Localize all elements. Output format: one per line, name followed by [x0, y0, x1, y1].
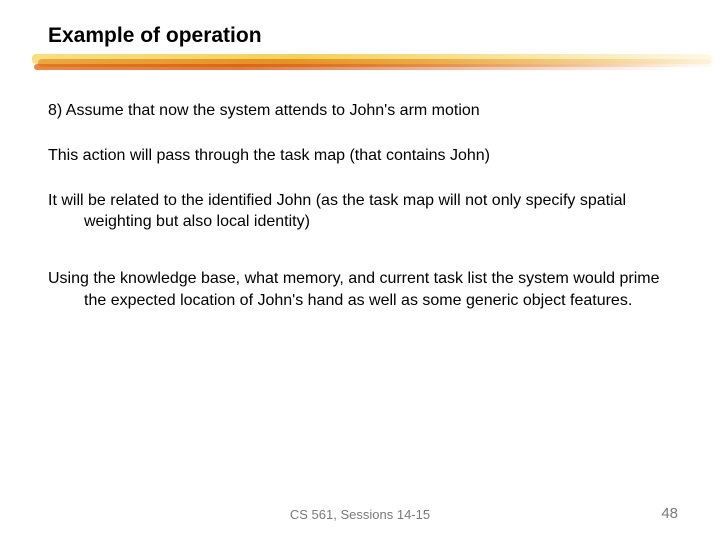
slide-body: 8) Assume that now the system attends to… — [48, 100, 672, 311]
footer-center-text: CS 561, Sessions 14-15 — [290, 507, 430, 522]
slide-title: Example of operation — [48, 24, 672, 48]
slide-footer: CS 561, Sessions 14-15 48 — [0, 507, 720, 522]
paragraph-3: It will be related to the identified Joh… — [48, 190, 672, 232]
paragraph-2: This action will pass through the task m… — [48, 145, 672, 166]
brush-stroke-icon — [34, 64, 712, 70]
paragraph-4: Using the knowledge base, what memory, a… — [48, 268, 672, 310]
slide-container: Example of operation 8) Assume that now … — [0, 0, 720, 540]
title-underline-decoration — [32, 54, 712, 72]
page-number: 48 — [661, 505, 678, 522]
paragraph-1: 8) Assume that now the system attends to… — [48, 100, 672, 121]
